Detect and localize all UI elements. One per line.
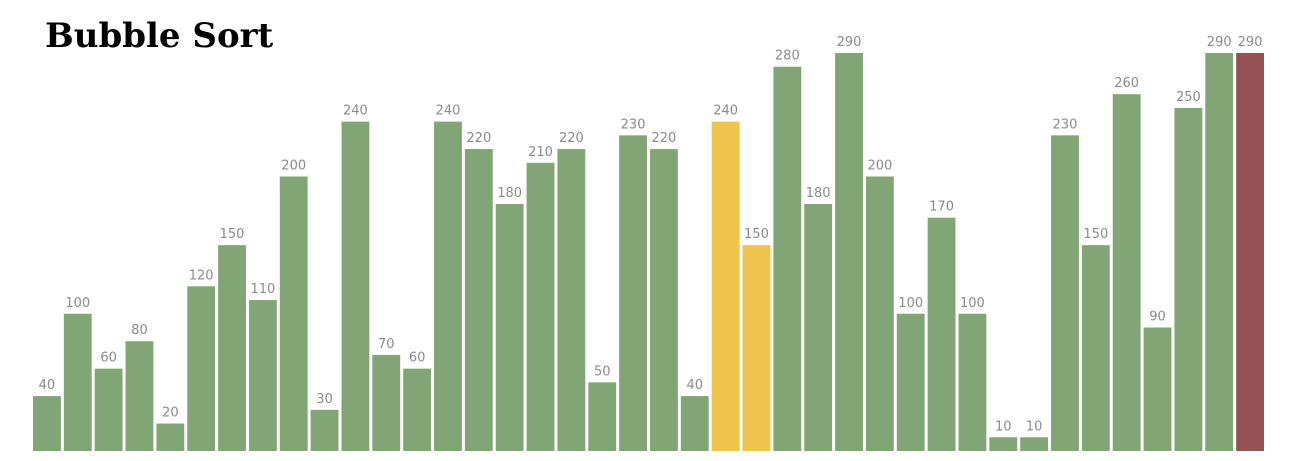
bar xyxy=(804,203,833,451)
chart-title: Bubble Sort xyxy=(45,16,274,56)
value-label: 10 xyxy=(1026,419,1043,434)
bar xyxy=(341,121,370,451)
bar xyxy=(372,354,401,451)
value-label: 150 xyxy=(1083,227,1108,242)
bar xyxy=(1112,94,1141,451)
value-label: 260 xyxy=(1114,76,1139,91)
bar xyxy=(125,341,154,451)
value-label: 200 xyxy=(281,159,306,174)
bar xyxy=(1205,53,1234,451)
value-label: 60 xyxy=(409,351,426,366)
bar xyxy=(927,217,956,451)
value-label: 100 xyxy=(898,296,923,311)
value-label: 20 xyxy=(162,406,179,421)
bar xyxy=(218,245,246,451)
value-label: 90 xyxy=(1149,309,1166,324)
bar xyxy=(434,121,462,451)
value-label: 50 xyxy=(594,364,611,379)
value-label: 220 xyxy=(652,131,677,146)
value-label: 240 xyxy=(436,104,461,119)
bar xyxy=(310,409,339,451)
bar xyxy=(495,203,524,451)
bar xyxy=(1081,245,1110,451)
value-label: 290 xyxy=(837,35,862,50)
bar xyxy=(248,300,277,451)
value-label: 60 xyxy=(100,351,117,366)
bar xyxy=(650,149,678,451)
bar xyxy=(464,149,493,451)
bar xyxy=(1143,327,1172,451)
bar xyxy=(1236,53,1264,451)
bar xyxy=(1051,135,1079,451)
bar xyxy=(1020,437,1049,451)
bar xyxy=(156,423,185,451)
value-label: 120 xyxy=(189,268,214,283)
value-label: 150 xyxy=(220,227,245,242)
bar xyxy=(588,382,617,451)
bar xyxy=(526,162,555,452)
bar xyxy=(711,121,740,451)
value-label: 10 xyxy=(995,419,1012,434)
bar xyxy=(403,368,432,451)
bar xyxy=(958,313,987,451)
value-label: 290 xyxy=(1207,35,1232,50)
bar xyxy=(989,437,1018,451)
value-label: 250 xyxy=(1176,90,1201,105)
value-label: 40 xyxy=(39,378,56,393)
value-label: 210 xyxy=(528,145,553,160)
bar xyxy=(619,135,647,451)
value-label: 110 xyxy=(250,282,275,297)
value-label: 180 xyxy=(497,186,522,201)
bar xyxy=(773,66,802,452)
value-label: 30 xyxy=(316,392,333,407)
value-label: 100 xyxy=(65,296,90,311)
value-label: 280 xyxy=(775,49,800,64)
bar xyxy=(94,368,123,451)
bar xyxy=(557,149,586,451)
bar xyxy=(279,176,308,451)
value-label: 150 xyxy=(744,227,769,242)
value-label: 230 xyxy=(1053,117,1078,132)
value-label: 230 xyxy=(621,117,646,132)
bar xyxy=(865,176,894,451)
value-label: 70 xyxy=(378,337,395,352)
value-label: 170 xyxy=(929,200,954,215)
bar xyxy=(742,245,771,451)
value-label: 180 xyxy=(806,186,831,201)
bar xyxy=(1174,107,1203,452)
value-label: 80 xyxy=(131,323,148,338)
bar xyxy=(187,286,216,451)
bar xyxy=(835,53,863,451)
bar xyxy=(680,396,709,451)
value-label: 240 xyxy=(343,104,368,119)
value-label: 290 xyxy=(1238,35,1263,50)
value-label: 240 xyxy=(713,104,738,119)
value-label: 220 xyxy=(559,131,584,146)
bar xyxy=(896,313,925,451)
value-label: 200 xyxy=(867,159,892,174)
value-label: 40 xyxy=(687,378,704,393)
bar xyxy=(33,396,61,451)
value-label: 100 xyxy=(960,296,985,311)
value-label: 220 xyxy=(466,131,491,146)
bar xyxy=(63,313,92,451)
